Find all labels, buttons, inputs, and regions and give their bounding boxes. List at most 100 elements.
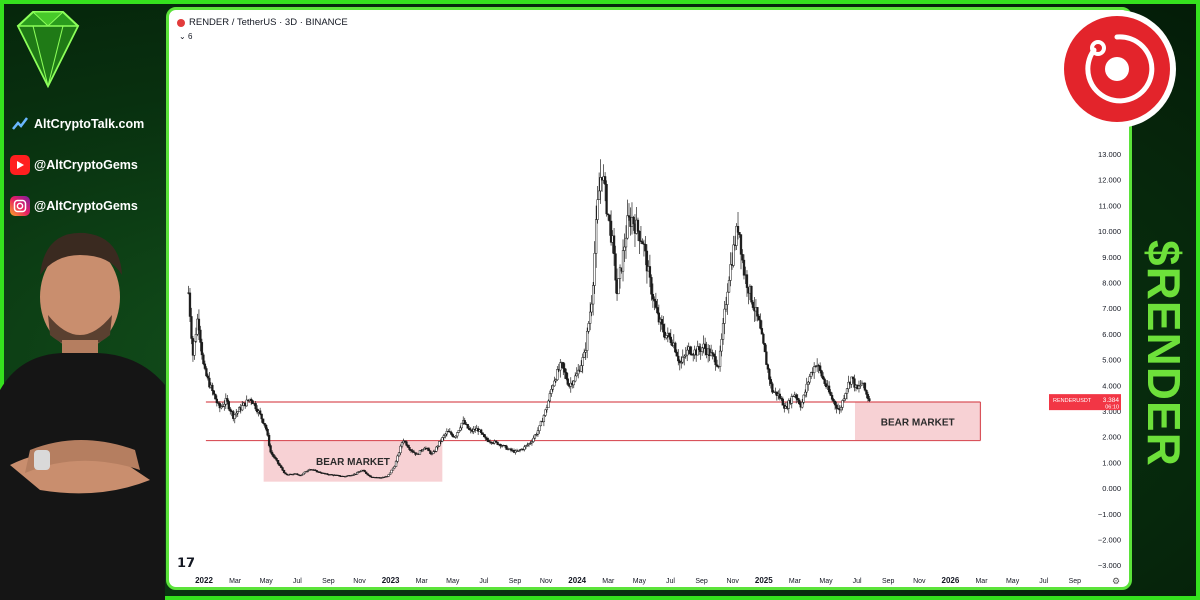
candle-body [296, 473, 299, 475]
candle-body [603, 176, 607, 185]
candle-body [665, 335, 668, 339]
bear-market-label-1: BEAR MARKET [316, 457, 390, 468]
candle-body [359, 471, 362, 473]
candle-body [660, 319, 664, 325]
candle-body [795, 394, 798, 399]
candle-body [554, 379, 557, 382]
render-symbol-icon [177, 18, 185, 27]
x-tick-label: May [446, 578, 460, 585]
candle-body [315, 470, 319, 473]
youtube-icon [10, 155, 30, 175]
candle-body [745, 274, 749, 288]
candle-body [223, 404, 226, 407]
youtube-label: @AltCryptoGems [34, 158, 138, 172]
candle-body [701, 347, 704, 352]
candle-body [260, 413, 263, 420]
candle-body [689, 346, 692, 355]
candle-body [254, 403, 257, 410]
candle-body [480, 429, 483, 433]
website-row[interactable]: AltCryptoTalk.com [10, 114, 144, 134]
y-tick-label: 7.000 [1102, 304, 1121, 313]
candle-body [593, 253, 596, 286]
candle-body [459, 427, 462, 431]
x-tick-label: Sep [695, 578, 708, 585]
candle-body [845, 388, 849, 394]
website-label: AltCryptoTalk.com [34, 117, 145, 131]
x-tick-label: Jul [853, 578, 862, 585]
candle-body [442, 435, 445, 438]
candle-body [456, 432, 459, 437]
candle-body [205, 368, 208, 377]
candle-body [599, 177, 602, 192]
candle-body [559, 362, 562, 371]
candle-body [850, 376, 853, 385]
presenter-photo [0, 232, 165, 600]
candle-body [583, 351, 586, 358]
candle-body [542, 415, 546, 422]
candle-body [264, 424, 268, 430]
bear-market-label-2: BEAR MARKET [881, 417, 955, 428]
x-tick-label: May [633, 578, 647, 585]
x-tick-label: Nov [726, 578, 739, 585]
y-tick-label: 4.000 [1102, 381, 1121, 390]
candle-body [499, 443, 502, 447]
candle-body [533, 434, 537, 439]
candle-body [759, 319, 762, 329]
candle-body [387, 474, 390, 477]
youtube-row[interactable]: @AltCryptoGems [10, 155, 138, 175]
candle-body [614, 253, 617, 281]
candle-body [698, 346, 701, 351]
candle-body [763, 343, 767, 353]
candle-body [202, 354, 205, 365]
candle-body [680, 361, 683, 364]
candle-body [821, 375, 825, 380]
x-tick-label: Sep [882, 578, 895, 585]
candle-body [490, 441, 493, 444]
candle-body [393, 466, 396, 469]
candle-body [227, 401, 230, 410]
candle-body [547, 400, 550, 408]
candle-body [466, 424, 469, 429]
candle-body [509, 448, 513, 451]
chart-icon [10, 114, 30, 134]
candle-body [626, 215, 629, 239]
candle-body [235, 412, 238, 416]
candle-body [211, 384, 214, 392]
x-tick-label: May [819, 578, 833, 585]
candle-body [787, 400, 790, 409]
candle-body [436, 445, 440, 448]
x-tick-label: May [260, 578, 274, 585]
candle-body [690, 353, 693, 355]
candle-body [454, 435, 457, 438]
candle-body [638, 231, 641, 242]
candle-body [563, 368, 566, 373]
candle-body [369, 475, 372, 478]
candle-body [548, 393, 552, 402]
instagram-row[interactable]: @AltCryptoGems [10, 196, 138, 216]
candle-body [427, 448, 431, 452]
indicator-toggle[interactable]: ⌄ 6 [179, 32, 192, 41]
candle-body [778, 393, 781, 399]
candle-body [827, 385, 831, 393]
candle-body [650, 277, 653, 295]
candle-body [860, 382, 864, 386]
candle-body [757, 315, 761, 321]
candle-body [801, 402, 804, 408]
candle-body [259, 410, 262, 415]
candle-body [518, 449, 522, 451]
candle-body [726, 291, 729, 305]
candle-body [766, 364, 770, 370]
candle-body [433, 451, 437, 453]
candle-body [833, 400, 837, 406]
candle-body [832, 399, 835, 402]
candle-body [711, 352, 714, 355]
candle-body [808, 376, 811, 383]
candle-body [451, 434, 454, 437]
candle-body [484, 436, 487, 439]
candle-body [866, 394, 870, 399]
candle-body [818, 365, 822, 371]
candle-body [677, 355, 680, 362]
y-tick-label: 0.000 [1102, 484, 1121, 493]
price-chart[interactable]: BEAR MARKET BEAR MARKET 13.000 12.000 11.000… [169, 10, 1129, 587]
candle-body [853, 378, 856, 388]
